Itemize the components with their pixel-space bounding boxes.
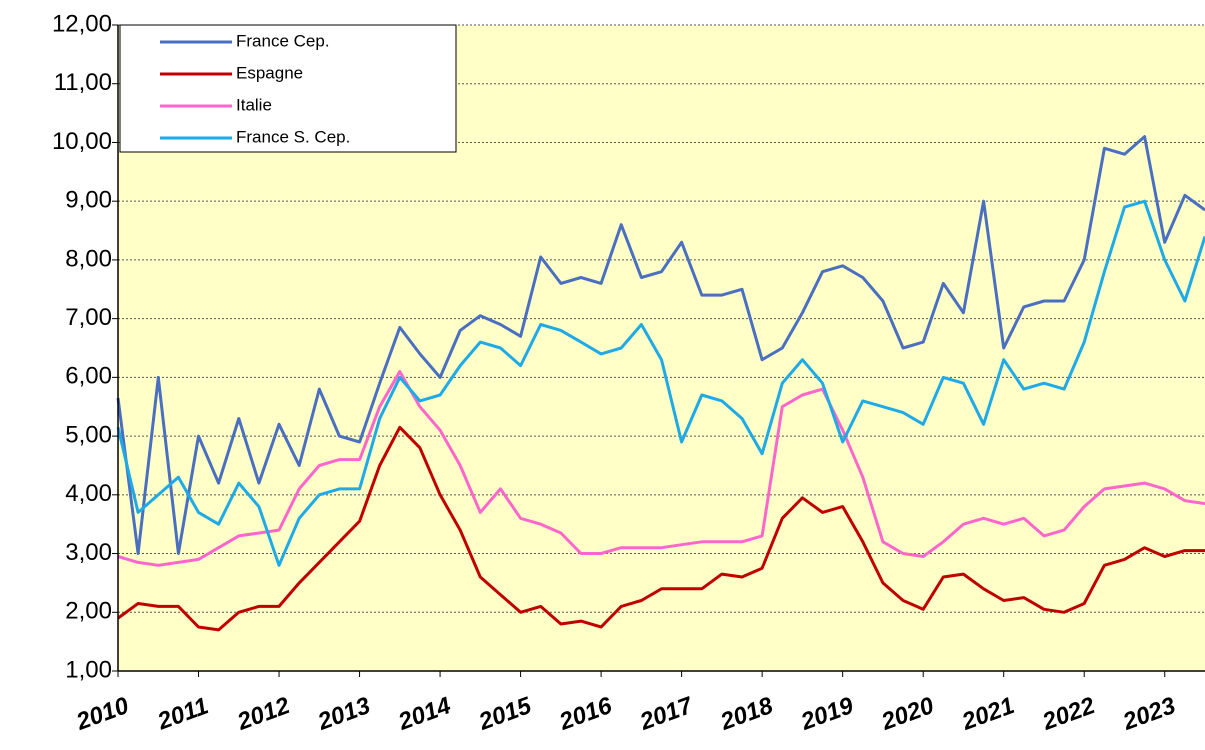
legend-box — [119, 24, 457, 153]
x-tick-label: 2013 — [314, 692, 375, 736]
y-tick-label: 7,00 — [65, 304, 112, 331]
x-tick-label: 2010 — [72, 692, 133, 736]
x-tick-label: 2016 — [555, 692, 616, 736]
x-tick-label: 2023 — [1119, 692, 1180, 736]
legend-label: France S. Cep. — [236, 127, 350, 146]
legend-label: Italie — [236, 95, 272, 114]
y-tick-label: 9,00 — [65, 187, 112, 214]
x-tick-label: 2018 — [716, 692, 777, 736]
x-tick-label: 2014 — [394, 692, 454, 736]
y-tick-label: 8,00 — [65, 245, 112, 272]
y-tick-label: 10,00 — [52, 128, 112, 155]
y-tick-label: 2,00 — [65, 598, 112, 625]
x-tick-label: 2012 — [233, 692, 294, 736]
series-lines — [116, 135, 1205, 632]
y-tick-label: 5,00 — [65, 421, 112, 448]
legend-label: Espagne — [236, 63, 303, 82]
y-tick-label: 11,00 — [54, 69, 112, 96]
x-tick-label: 2017 — [636, 692, 698, 737]
y-tick-label: 6,00 — [65, 363, 112, 390]
x-tick-label: 2011 — [153, 692, 212, 735]
series-line — [117, 370, 1205, 567]
series-line — [117, 425, 1205, 632]
x-tick-label: 2020 — [877, 692, 938, 736]
y-tick-label: 12,00 — [52, 10, 112, 37]
series-line — [116, 135, 1205, 555]
x-tick-label: 2015 — [475, 692, 536, 736]
y-tick-label: 3,00 — [65, 539, 112, 566]
x-tick-label: 2019 — [797, 692, 858, 736]
legend-label: France Cep. — [236, 31, 330, 50]
x-tick-label: 2022 — [1038, 692, 1099, 736]
x-tick-label: 2021 — [958, 692, 1018, 736]
y-tick-label: 1,00 — [65, 656, 112, 683]
legend: France Cep. Espagne Italie France S. Cep. — [119, 24, 457, 153]
y-tick-label: 4,00 — [65, 480, 112, 507]
series-line — [116, 199, 1205, 567]
